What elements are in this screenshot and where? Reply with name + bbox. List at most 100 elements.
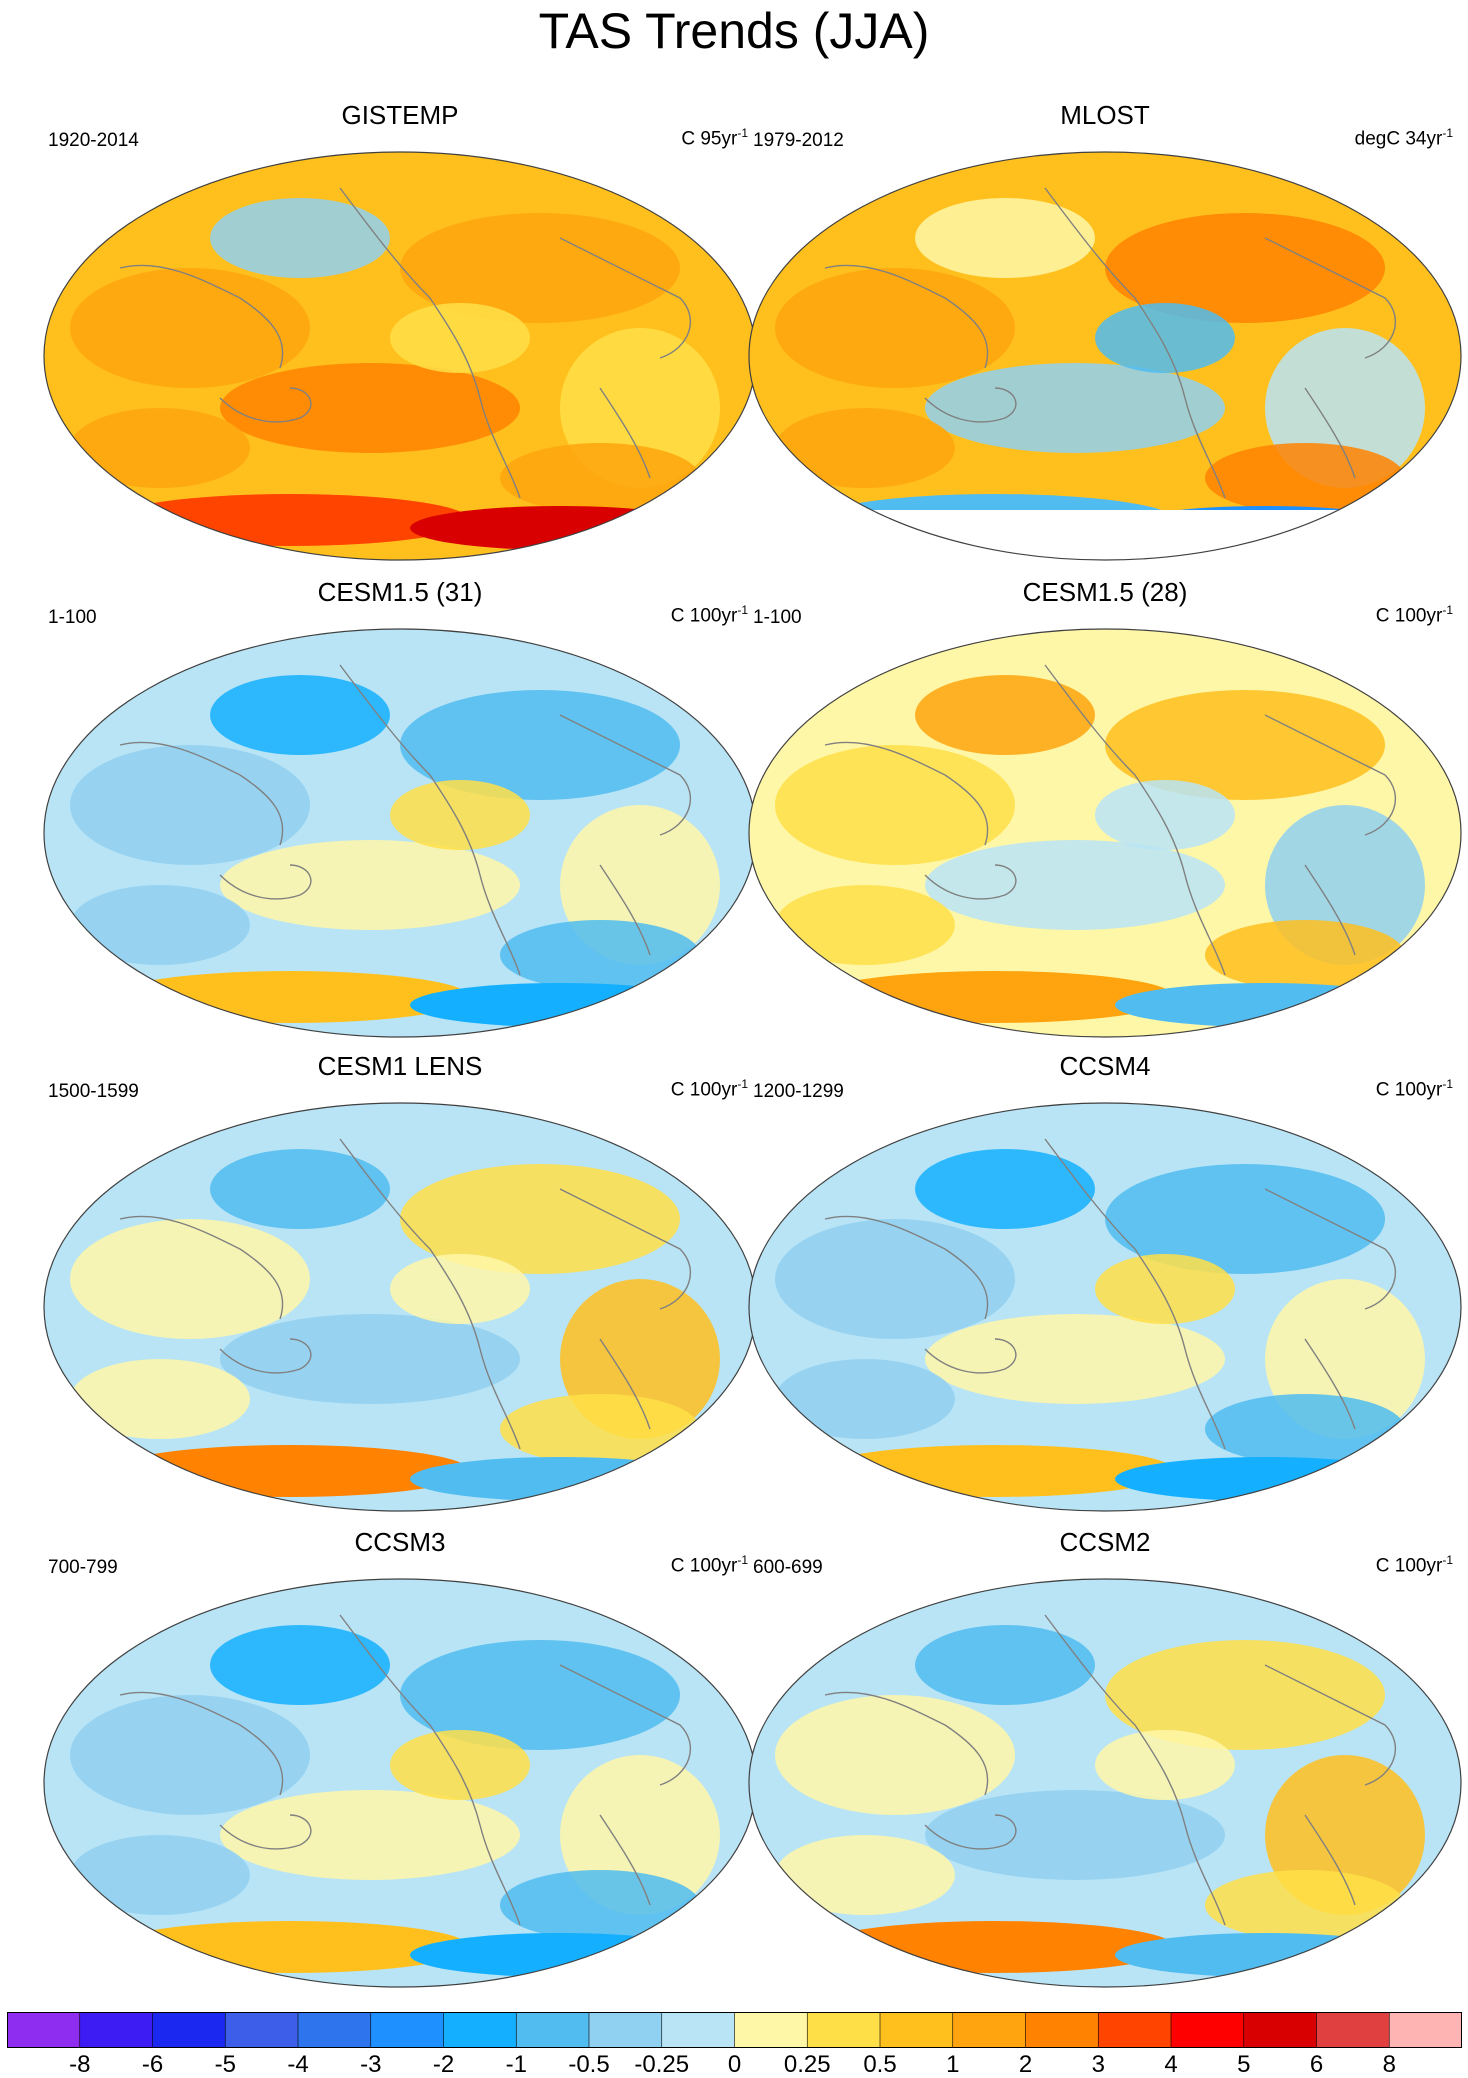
anomaly-region	[70, 1359, 250, 1439]
southern-ocean-band	[410, 1933, 710, 1977]
colorbar-segment	[952, 2012, 1026, 2048]
anomaly-region	[775, 1359, 955, 1439]
coastline	[219, 864, 312, 900]
coastline	[824, 741, 989, 846]
anomaly-region	[915, 675, 1095, 755]
coastline	[824, 1691, 989, 1796]
panel-title: CCSM4	[1059, 1051, 1151, 1081]
map-panel: CESM1 LENS 1500-1599 C 100yr-1	[40, 1051, 760, 1521]
anomaly-region	[1105, 1164, 1385, 1274]
colorbar-tick-label: 4	[1164, 2051, 1178, 2078]
robinson-map	[748, 1578, 1462, 1988]
map-panel: CESM1.5 (31) 1-100 C 100yr-1	[40, 577, 760, 1047]
southern-ocean-band	[1115, 983, 1415, 1027]
anomaly-region	[400, 1164, 680, 1274]
anomaly-region	[400, 1640, 680, 1750]
colorbar-segment	[807, 2012, 881, 2048]
colorbar-segment	[516, 2012, 590, 2048]
panel-period: 1920-2014	[48, 130, 139, 151]
anomaly-region	[1095, 1730, 1235, 1800]
anomaly-region	[70, 408, 250, 488]
panel-units: C 100yr-1	[670, 1077, 748, 1101]
colorbar-tick-label: -8	[69, 2051, 91, 2078]
coastline	[1304, 387, 1356, 479]
anomaly-region	[1095, 780, 1235, 850]
anomaly-region	[70, 745, 310, 865]
coastline	[924, 387, 1017, 423]
colorbar-segment	[1389, 2012, 1462, 2048]
anomaly-region	[70, 1835, 250, 1915]
colorbar-tick-label: -6	[141, 2051, 164, 2078]
robinson-map	[43, 1102, 757, 1512]
colorbar-segment	[880, 2012, 954, 2048]
colorbar-tick-label: 8	[1382, 2051, 1396, 2078]
coastline	[824, 1215, 989, 1320]
anomaly-region	[775, 1835, 955, 1915]
coastline	[559, 237, 691, 359]
anomaly-region	[210, 675, 390, 755]
colorbar-tick-label: -0.5	[568, 2051, 610, 2078]
coastline	[1264, 1188, 1396, 1310]
colorbar-tick-label: 0	[727, 2051, 742, 2078]
panel-period: 600-699	[753, 1557, 823, 1578]
anomaly-region	[500, 920, 700, 990]
colorbar-segment	[1025, 2012, 1099, 2048]
colorbar-segment	[1171, 2012, 1245, 2048]
map-panel: CCSM4 1200-1299 C 100yr-1	[745, 1051, 1465, 1521]
southern-ocean-band	[1115, 1457, 1415, 1501]
anomaly-region	[210, 1625, 390, 1705]
coastline	[1264, 714, 1396, 836]
map-panel: CCSM3 700-799 C 100yr-1	[40, 1527, 760, 1997]
colorbar-tick-label: 0.5	[863, 2051, 897, 2078]
colorbar-segment	[1098, 2012, 1172, 2048]
colorbar-tick-label: 5	[1237, 2051, 1251, 2078]
coastline	[1044, 1138, 1226, 1450]
robinson-map	[43, 1578, 757, 1988]
anomaly-region	[400, 690, 680, 800]
anomaly-region	[915, 198, 1095, 278]
colorbar-segment	[225, 2012, 299, 2048]
panel-units: C 100yr-1	[670, 603, 748, 627]
missing-data-mask	[749, 510, 1461, 560]
anomaly-region	[70, 885, 250, 965]
anomaly-region	[390, 303, 530, 373]
anomaly-region	[925, 1790, 1225, 1880]
anomaly-region	[925, 1314, 1225, 1404]
anomaly-region	[220, 840, 520, 930]
coastline	[339, 1614, 521, 1926]
coastline	[219, 387, 312, 423]
colorbar-tick-label: -1	[505, 2051, 527, 2078]
panel-period: 700-799	[48, 1557, 118, 1578]
colorbar-tick-label: -3	[360, 2051, 382, 2078]
colorbar-segment	[7, 2012, 81, 2048]
anomaly-region	[500, 443, 700, 513]
panel-period: 1200-1299	[753, 1081, 844, 1102]
coastline	[559, 714, 691, 836]
anomaly-region	[210, 1149, 390, 1229]
southern-ocean-band	[110, 494, 470, 546]
panel-units: C 100yr-1	[670, 1553, 748, 1577]
colorbar-segment	[734, 2012, 808, 2048]
anomaly-region	[220, 1790, 520, 1880]
colorbar-tick-label: 1	[946, 2051, 960, 2078]
anomaly-region	[775, 408, 955, 488]
anomaly-region	[775, 885, 955, 965]
panel-title: CESM1.5 (28)	[1022, 577, 1188, 607]
anomaly-region	[925, 363, 1225, 453]
southern-ocean-band	[410, 1457, 710, 1501]
colorbar-tick-label: 2	[1018, 2051, 1033, 2078]
panel-units: C 100yr-1	[1375, 1553, 1453, 1577]
anomaly-region	[220, 363, 520, 453]
coastline	[924, 1814, 1017, 1850]
anomaly-region	[775, 745, 1015, 865]
anomaly-region	[1105, 1640, 1385, 1750]
coastline	[1304, 1814, 1356, 1906]
map-panel: MLOST 1979-2012 degC 34yr-1	[745, 100, 1465, 570]
map-outline	[748, 151, 1462, 561]
panel-units: C 100yr-1	[1375, 603, 1453, 627]
coastline	[924, 1338, 1017, 1374]
map-outline	[748, 1578, 1462, 1988]
colorbar	[7, 2012, 1462, 2048]
southern-ocean-band	[1115, 1933, 1415, 1977]
colorbar-segment	[298, 2012, 372, 2048]
